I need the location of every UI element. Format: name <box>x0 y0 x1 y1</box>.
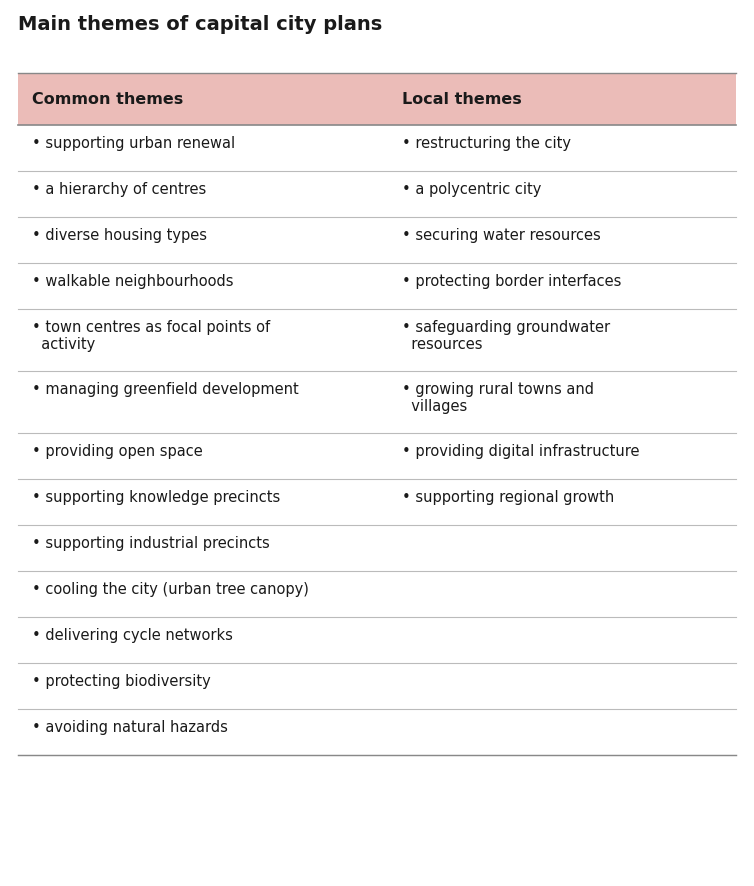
Text: Local themes: Local themes <box>402 91 522 106</box>
Text: • growing rural towns and
  villages: • growing rural towns and villages <box>402 382 593 415</box>
Text: • a hierarchy of centres: • a hierarchy of centres <box>32 182 207 197</box>
Text: • securing water resources: • securing water resources <box>402 228 600 243</box>
Text: • supporting urban renewal: • supporting urban renewal <box>32 136 235 151</box>
Text: Main themes of capital city plans: Main themes of capital city plans <box>18 15 382 34</box>
Text: • protecting border interfaces: • protecting border interfaces <box>402 274 621 289</box>
Text: • safeguarding groundwater
  resources: • safeguarding groundwater resources <box>402 320 610 353</box>
Text: • town centres as focal points of
  activity: • town centres as focal points of activi… <box>32 320 270 353</box>
Text: • supporting industrial precincts: • supporting industrial precincts <box>32 536 270 551</box>
Text: • protecting biodiversity: • protecting biodiversity <box>32 674 211 689</box>
Text: • supporting regional growth: • supporting regional growth <box>402 490 614 505</box>
Text: • walkable neighbourhoods: • walkable neighbourhoods <box>32 274 234 289</box>
Text: • providing open space: • providing open space <box>32 444 203 459</box>
Text: • diverse housing types: • diverse housing types <box>32 228 207 243</box>
Text: • providing digital infrastructure: • providing digital infrastructure <box>402 444 639 459</box>
Text: • a polycentric city: • a polycentric city <box>402 182 541 197</box>
Text: • cooling the city (urban tree canopy): • cooling the city (urban tree canopy) <box>32 582 309 597</box>
Bar <box>18 73 736 125</box>
Text: • restructuring the city: • restructuring the city <box>402 136 571 151</box>
Text: • delivering cycle networks: • delivering cycle networks <box>32 628 233 643</box>
Text: • avoiding natural hazards: • avoiding natural hazards <box>32 720 228 735</box>
Text: • supporting knowledge precincts: • supporting knowledge precincts <box>32 490 280 505</box>
Text: • managing greenfield development: • managing greenfield development <box>32 382 299 397</box>
Text: Common themes: Common themes <box>32 91 183 106</box>
